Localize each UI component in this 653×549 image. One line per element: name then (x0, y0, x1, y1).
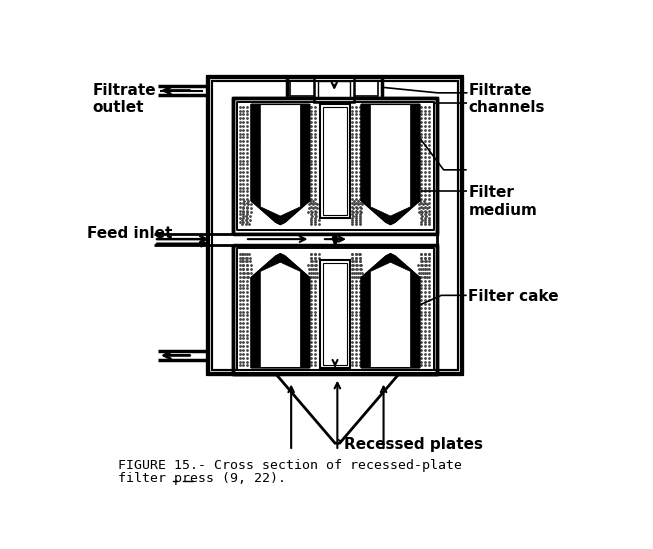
Polygon shape (370, 104, 411, 216)
Text: Recessed plates: Recessed plates (343, 437, 483, 452)
Polygon shape (237, 248, 434, 370)
Polygon shape (287, 77, 382, 99)
Polygon shape (237, 102, 434, 230)
Polygon shape (233, 244, 438, 374)
Polygon shape (212, 81, 458, 370)
Polygon shape (251, 254, 310, 368)
Text: filter press (9, 22).: filter press (9, 22). (118, 472, 286, 485)
Polygon shape (208, 234, 438, 244)
Polygon shape (321, 260, 351, 368)
Text: Filter
medium: Filter medium (468, 185, 537, 217)
Text: Filter cake: Filter cake (468, 289, 559, 304)
Polygon shape (233, 98, 438, 234)
Text: FIGURE 15.- Cross section of recessed-plate: FIGURE 15.- Cross section of recessed-pl… (118, 458, 462, 472)
Polygon shape (318, 81, 351, 98)
Text: Filtrate
channels: Filtrate channels (468, 83, 545, 115)
Polygon shape (261, 262, 300, 368)
Polygon shape (212, 236, 434, 242)
Polygon shape (361, 254, 420, 368)
Polygon shape (321, 104, 351, 219)
Polygon shape (361, 104, 420, 225)
Text: Feed inlet: Feed inlet (87, 226, 172, 241)
Polygon shape (251, 104, 310, 225)
Polygon shape (276, 374, 399, 443)
Polygon shape (291, 81, 378, 96)
Polygon shape (208, 77, 462, 374)
Polygon shape (323, 108, 347, 215)
Polygon shape (314, 77, 355, 102)
Text: Filtrate
outlet: Filtrate outlet (93, 83, 156, 115)
Polygon shape (370, 262, 411, 368)
Polygon shape (323, 263, 347, 365)
Polygon shape (261, 104, 300, 216)
